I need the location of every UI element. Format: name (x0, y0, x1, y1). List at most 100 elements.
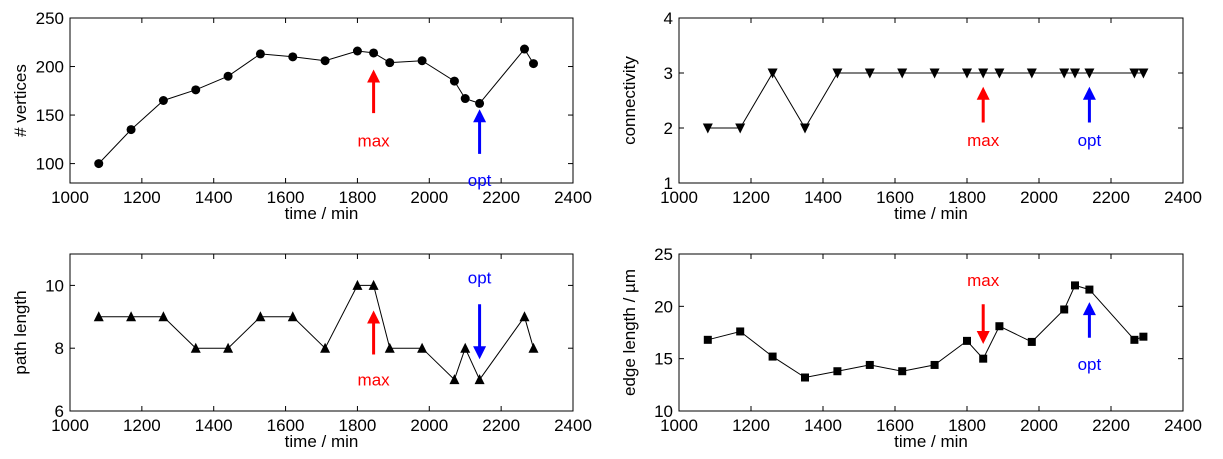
x-tick-label: 2200 (482, 188, 520, 207)
data-point (1059, 68, 1070, 79)
annotation-label-max: max (358, 131, 391, 150)
data-point (1026, 68, 1037, 79)
data-point (929, 68, 940, 79)
x-tick-label: 2200 (482, 416, 520, 435)
x-tick-label: 2000 (1020, 188, 1058, 207)
y-tick-label: 15 (654, 350, 673, 369)
annotation-label-opt: opt (1078, 355, 1102, 374)
y-axis-label: edge length / µm (620, 269, 639, 396)
x-axis-label: time / min (285, 204, 359, 223)
data-point (94, 159, 104, 169)
x-tick-label: 1400 (195, 416, 233, 435)
data-point (768, 352, 777, 361)
data-point (1085, 285, 1094, 294)
y-tick-label: 3 (664, 64, 673, 83)
data-point (735, 123, 746, 134)
annotation-arrow-head (1082, 302, 1096, 316)
x-tick-label: 2200 (1092, 188, 1130, 207)
data-point (1084, 68, 1095, 79)
annotation-arrow-head (976, 86, 990, 100)
y-axis-label: path length (11, 290, 30, 374)
data-point (865, 360, 874, 369)
data-point (126, 125, 136, 135)
data-point (474, 374, 485, 385)
x-tick-label: 1600 (267, 188, 305, 207)
data-point (978, 68, 989, 79)
data-point (1070, 68, 1080, 79)
data-point (255, 49, 265, 59)
y-tick-label: 6 (55, 402, 64, 421)
data-point (767, 68, 778, 79)
y-tick-label: 2 (664, 119, 673, 138)
data-point (223, 71, 233, 81)
annotation-arrow-head (473, 346, 487, 360)
data-point (1027, 337, 1036, 346)
data-point (288, 52, 298, 62)
data-point (962, 68, 972, 79)
x-tick-label: 1600 (267, 416, 305, 435)
data-point (801, 373, 809, 382)
axes-frame (678, 17, 1184, 184)
data-point (158, 311, 169, 322)
y-tick-label: 20 (654, 297, 673, 316)
data-point (417, 56, 427, 66)
y-tick-label: 10 (45, 276, 64, 295)
annotation-arrow-head (367, 69, 381, 83)
data-point (897, 68, 908, 79)
data-point (930, 360, 939, 369)
data-point (93, 311, 104, 322)
annotation-label-max: max (967, 271, 1000, 290)
panel-edge-length: 1000 1200 1400 1600 1800 2000 2200 2400 10 15 20 25… (620, 245, 1202, 451)
x-tick-label: 1200 (732, 188, 770, 207)
data-point (223, 342, 234, 353)
data-point (449, 374, 460, 385)
data-point (369, 48, 379, 58)
x-axis-label: time / min (894, 432, 968, 451)
data-point (994, 68, 1005, 79)
annotation-arrow-head (976, 331, 990, 345)
x-axis-label: time / min (894, 204, 968, 223)
series-line (98, 48, 534, 164)
panel-connectivity: 1000 1200 1400 1600 1800 2000 2200 2400 1 2 3 4 time… (620, 9, 1202, 223)
y-tick-label: 200 (36, 58, 64, 77)
data-point (528, 59, 538, 69)
x-tick-label: 1600 (876, 188, 914, 207)
x-tick-label: 1400 (195, 188, 233, 207)
data-point (702, 123, 713, 134)
x-tick-label: 1000 (51, 188, 89, 207)
data-point (158, 96, 168, 105)
data-point (320, 342, 331, 353)
y-axis-label: # vertices (11, 64, 30, 137)
data-point (475, 98, 485, 108)
series-line (707, 72, 1144, 129)
panel-path-length: 1000 1200 1400 1600 1800 2000 2200 2400 6 8 10 time… (11, 253, 592, 451)
data-point (449, 76, 459, 86)
data-point (368, 279, 379, 290)
data-point (1071, 281, 1079, 290)
x-axis-label: time / min (285, 432, 359, 451)
data-point (898, 367, 907, 376)
annotation-arrow-head (1082, 86, 1096, 100)
annotation-label-opt: opt (1078, 131, 1102, 150)
data-point (833, 367, 842, 376)
data-point (864, 68, 875, 79)
data-point (352, 279, 363, 290)
x-tick-label: 1000 (51, 416, 89, 435)
data-point (1060, 305, 1069, 314)
x-tick-label: 1800 (339, 416, 377, 435)
x-tick-label: 2000 (410, 416, 448, 435)
annotation-arrow-head (367, 310, 381, 324)
series-line (98, 284, 534, 381)
x-tick-label: 1600 (876, 416, 914, 435)
y-tick-label: 1 (664, 174, 673, 193)
y-tick-label: 25 (654, 245, 673, 264)
x-tick-label: 1200 (732, 416, 770, 435)
axes-frame (69, 253, 574, 412)
data-point (800, 123, 810, 134)
y-tick-label: 10 (654, 402, 673, 421)
data-point (417, 342, 428, 353)
data-point (255, 311, 266, 322)
data-point (519, 44, 529, 54)
annotation-arrow-head (473, 109, 487, 123)
x-tick-label: 1200 (123, 416, 161, 435)
